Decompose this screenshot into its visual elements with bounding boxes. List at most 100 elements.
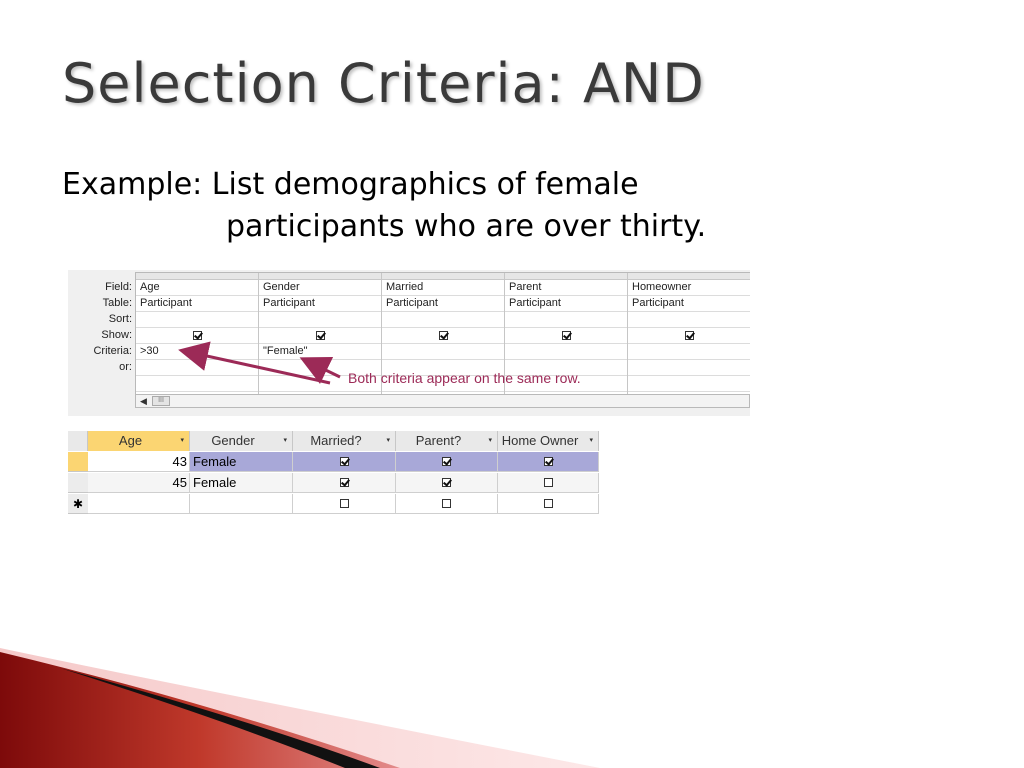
column-header-parent[interactable]: Parent? ▾ — [396, 431, 498, 451]
chevron-down-icon[interactable]: ▾ — [589, 437, 593, 444]
parent-checkbox[interactable] — [442, 477, 451, 487]
parent-checkbox[interactable] — [442, 498, 451, 508]
design-cell-table[interactable]: Participant — [505, 296, 627, 312]
example-text-line-2: participants who are over thirty. — [226, 209, 707, 244]
design-cell-sort[interactable] — [382, 312, 504, 328]
design-cell-sort[interactable] — [628, 312, 750, 328]
design-cell-table[interactable]: Participant — [628, 296, 750, 312]
datasheet-cell-parent[interactable] — [396, 452, 498, 472]
datasheet-cell-age[interactable]: 45 — [88, 473, 190, 493]
design-cell-sort[interactable] — [505, 312, 627, 328]
design-column-age: Age Participant >30 — [136, 273, 259, 398]
column-header-label: Parent? — [415, 433, 462, 448]
datasheet-cell-age[interactable] — [88, 494, 190, 514]
slide-title: Selection Criteria: AND — [62, 52, 705, 115]
design-cell-table[interactable]: Participant — [136, 296, 258, 312]
column-header-label: Home Owner — [501, 433, 579, 448]
design-cell-blank[interactable] — [382, 376, 504, 392]
design-cell-criteria[interactable] — [505, 344, 627, 360]
design-cell-show[interactable] — [259, 328, 381, 344]
home-owner-checkbox[interactable] — [543, 498, 553, 508]
design-cell-blank[interactable] — [628, 376, 750, 392]
design-cell-criteria[interactable] — [382, 344, 504, 360]
design-column-parent: Parent Participant — [505, 273, 628, 398]
design-cell-field[interactable]: Gender — [259, 280, 381, 296]
design-cell-field[interactable]: Age — [136, 280, 258, 296]
column-header-age[interactable]: Age ▾ — [88, 431, 190, 451]
column-header-married[interactable]: Married? ▾ — [293, 431, 396, 451]
datasheet-cell-gender[interactable]: Female — [190, 452, 293, 472]
datasheet-cell-gender[interactable] — [190, 494, 293, 514]
design-cell-blank[interactable] — [259, 376, 381, 392]
datasheet-cell-married[interactable] — [293, 473, 396, 493]
datasheet-cell-married[interactable] — [293, 452, 396, 472]
design-cell-show[interactable] — [505, 328, 627, 344]
design-cell-criteria[interactable] — [628, 344, 750, 360]
design-cell-field[interactable]: Parent — [505, 280, 627, 296]
column-selector-bar[interactable] — [382, 273, 504, 280]
chevron-down-icon[interactable]: ▾ — [488, 437, 492, 444]
horizontal-scrollbar[interactable]: ◀ III — [135, 394, 750, 408]
datasheet-cell-parent[interactable] — [396, 473, 498, 493]
column-selector-bar[interactable] — [628, 273, 750, 280]
column-header-home-owner[interactable]: Home Owner ▾ — [498, 431, 599, 451]
design-cell-or[interactable] — [136, 360, 258, 376]
select-all-corner[interactable] — [68, 431, 88, 451]
datasheet-results: Age ▾ Gender ▾ Married? ▾ Parent? ▾ Home Owner ▾ 4… — [68, 431, 599, 515]
home-owner-checkbox[interactable] — [543, 477, 553, 487]
column-selector-bar[interactable] — [136, 273, 258, 280]
design-cell-or[interactable] — [628, 360, 750, 376]
column-header-label: Gender — [211, 433, 255, 448]
design-cell-table[interactable]: Participant — [382, 296, 504, 312]
query-design-grid: Field: Table: Sort: Show: Criteria: or: … — [68, 270, 750, 416]
column-selector-bar[interactable] — [259, 273, 381, 280]
record-selector[interactable] — [68, 473, 88, 493]
record-selector[interactable] — [68, 452, 88, 472]
show-checkbox[interactable] — [438, 330, 448, 340]
design-cell-blank[interactable] — [505, 376, 627, 392]
home-owner-checkbox[interactable] — [543, 456, 553, 466]
show-checkbox[interactable] — [315, 330, 325, 340]
design-cell-show[interactable] — [382, 328, 504, 344]
column-selector-bar[interactable] — [505, 273, 627, 280]
chevron-down-icon[interactable]: ▾ — [386, 437, 390, 444]
design-cell-field[interactable]: Married — [382, 280, 504, 296]
column-header-label: Married? — [310, 433, 362, 448]
design-column-married: Married Participant — [382, 273, 505, 398]
scroll-left-icon[interactable]: ◀ — [140, 396, 147, 406]
example-text-line-1: Example: List demographics of female — [62, 167, 639, 202]
row-label-or: or: — [119, 361, 132, 373]
design-cell-field[interactable]: Homeowner — [628, 280, 750, 296]
show-checkbox[interactable] — [561, 330, 571, 340]
datasheet-cell-home-owner[interactable] — [498, 452, 599, 472]
datasheet-cell-home-owner[interactable] — [498, 473, 599, 493]
design-cell-table[interactable]: Participant — [259, 296, 381, 312]
married-checkbox[interactable] — [339, 498, 349, 508]
chevron-down-icon[interactable]: ▾ — [283, 437, 287, 444]
scroll-thumb[interactable]: III — [152, 396, 170, 406]
married-checkbox[interactable] — [339, 456, 349, 466]
design-cell-sort[interactable] — [259, 312, 381, 328]
design-cell-or[interactable] — [382, 360, 504, 376]
design-grid-row-labels: Field: Table: Sort: Show: Criteria: or: — [68, 279, 134, 375]
design-cell-sort[interactable] — [136, 312, 258, 328]
datasheet-cell-married[interactable] — [293, 494, 396, 514]
annotation-text: Both criteria appear on the same row. — [348, 370, 581, 386]
row-label-table: Table: — [102, 297, 132, 309]
datasheet-cell-age[interactable]: 43 — [88, 452, 190, 472]
chevron-down-icon[interactable]: ▾ — [180, 437, 184, 444]
design-cell-or[interactable] — [505, 360, 627, 376]
column-header-gender[interactable]: Gender ▾ — [190, 431, 293, 451]
new-record-icon[interactable]: ✱ — [68, 494, 88, 514]
datasheet-cell-home-owner[interactable] — [498, 494, 599, 514]
datasheet-cell-parent[interactable] — [396, 494, 498, 514]
datasheet-cell-gender[interactable]: Female — [190, 473, 293, 493]
design-cell-blank[interactable] — [136, 376, 258, 392]
show-checkbox[interactable] — [684, 330, 694, 340]
design-cell-show[interactable] — [628, 328, 750, 344]
parent-checkbox[interactable] — [442, 456, 451, 466]
show-checkbox[interactable] — [192, 330, 202, 340]
married-checkbox[interactable] — [339, 477, 349, 487]
